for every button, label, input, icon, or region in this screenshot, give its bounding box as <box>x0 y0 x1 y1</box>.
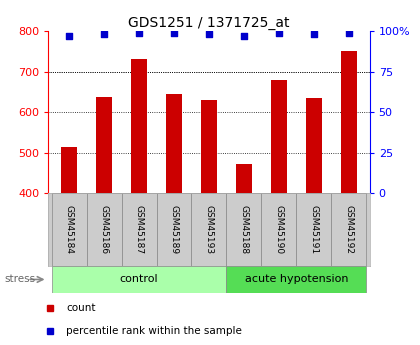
Bar <box>341 51 357 193</box>
Text: count: count <box>66 303 96 313</box>
Bar <box>52 266 226 293</box>
Bar <box>236 164 252 193</box>
Bar <box>131 59 147 193</box>
Bar <box>96 97 112 193</box>
Point <box>276 30 282 36</box>
Point <box>136 30 142 36</box>
Text: GSM45186: GSM45186 <box>100 205 109 254</box>
Point <box>345 30 352 36</box>
Text: GSM45192: GSM45192 <box>344 205 353 254</box>
Point <box>310 31 317 37</box>
Bar <box>296 193 331 266</box>
Bar <box>87 193 122 266</box>
Point <box>206 31 213 37</box>
Point <box>66 33 73 39</box>
Text: acute hypotension: acute hypotension <box>244 275 348 284</box>
Text: stress: stress <box>4 275 35 284</box>
Bar <box>306 98 322 193</box>
Point <box>171 30 177 36</box>
Bar <box>157 193 192 266</box>
Bar <box>52 193 87 266</box>
Text: GSM45189: GSM45189 <box>170 205 178 254</box>
Text: GSM45193: GSM45193 <box>205 205 213 254</box>
Bar <box>201 100 217 193</box>
Bar <box>166 94 182 193</box>
Title: GDS1251 / 1371725_at: GDS1251 / 1371725_at <box>128 16 290 30</box>
Text: GSM45191: GSM45191 <box>309 205 318 254</box>
Bar <box>122 193 157 266</box>
Bar <box>271 80 287 193</box>
Point <box>241 33 247 39</box>
Bar <box>226 193 261 266</box>
Bar <box>226 266 366 293</box>
Bar <box>261 193 296 266</box>
Text: percentile rank within the sample: percentile rank within the sample <box>66 326 242 336</box>
Text: GSM45184: GSM45184 <box>65 205 74 254</box>
Bar <box>61 147 77 193</box>
Text: GSM45187: GSM45187 <box>134 205 144 254</box>
Bar <box>192 193 226 266</box>
Text: GSM45188: GSM45188 <box>239 205 248 254</box>
Text: control: control <box>120 275 158 284</box>
Text: GSM45190: GSM45190 <box>274 205 284 254</box>
Point <box>101 31 108 37</box>
Bar <box>331 193 366 266</box>
